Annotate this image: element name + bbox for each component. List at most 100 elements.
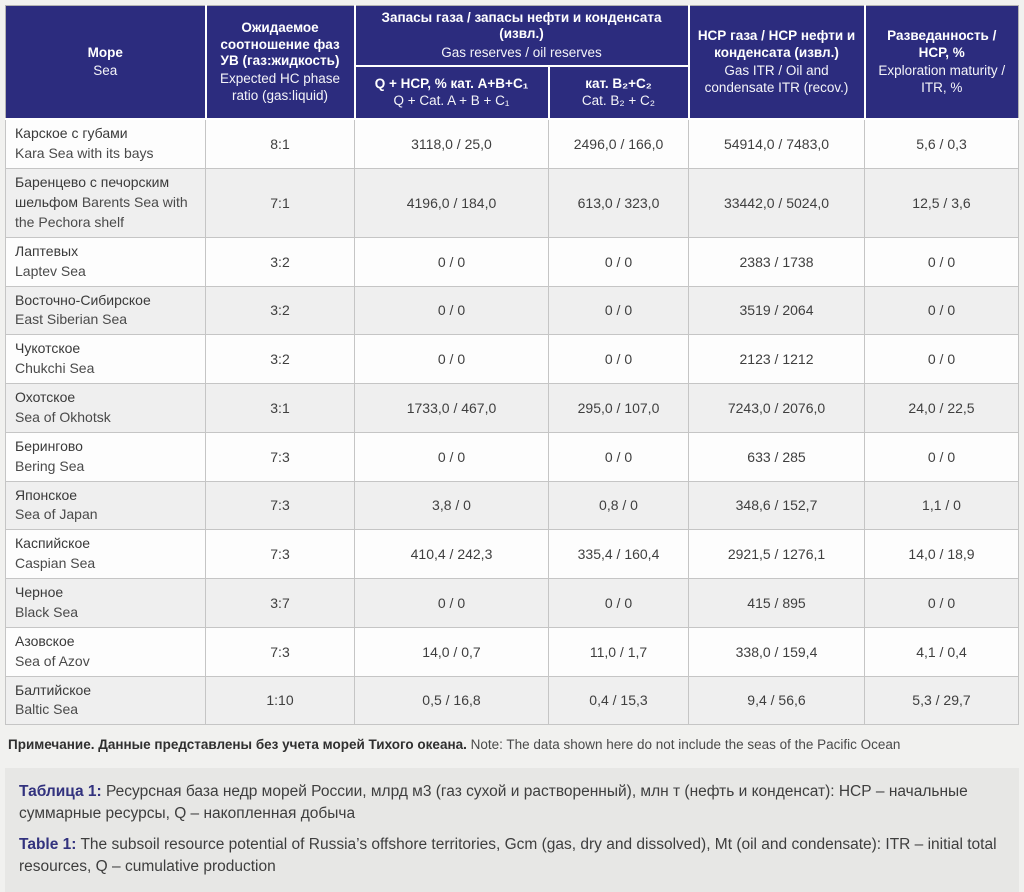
sea-cell: Карское с губами Kara Sea with its bays bbox=[5, 118, 206, 170]
col-header-reserves-group-ru: Запасы газа / запасы нефти и конденсата … bbox=[381, 10, 662, 42]
itr-cell: 2383 / 1738 bbox=[688, 236, 865, 287]
itr-cell: 2921,5 / 1276,1 bbox=[688, 529, 865, 580]
sea-name-ru: Карское с губами bbox=[15, 125, 128, 142]
table-row-barents: Баренцево с печорским шельфом Barents Se… bbox=[5, 168, 1019, 238]
reserves-bc-cell: 0,8 / 0 bbox=[548, 480, 689, 531]
sea-name-ru: Балтийское bbox=[15, 681, 92, 698]
reserves-bc-cell: 0 / 0 bbox=[548, 334, 689, 385]
sea-cell: Черное Black Sea bbox=[5, 578, 206, 628]
ratio-cell: 3:2 bbox=[205, 285, 355, 336]
reserves-abc-cell: 3118,0 / 25,0 bbox=[354, 118, 549, 170]
sea-name-en: Kara Sea with its bays bbox=[15, 145, 154, 162]
itr-cell: 2123 / 1212 bbox=[688, 334, 865, 385]
sea-name-en: Caspian Sea bbox=[15, 555, 96, 572]
reserves-bc-cell: 335,4 / 160,4 bbox=[548, 529, 689, 580]
caption-label-en: Table 1: bbox=[19, 835, 77, 853]
table-row-east-siberian: Восточно-Сибирское East Siberian Sea 3:2… bbox=[5, 285, 1019, 336]
itr-cell: 415 / 895 bbox=[688, 578, 865, 628]
footnote-en: Note: The data shown here do not include… bbox=[470, 737, 901, 753]
reserves-abc-cell: 0 / 0 bbox=[354, 285, 549, 336]
reserves-bc-cell: 0 / 0 bbox=[548, 578, 689, 628]
ratio-cell: 7:3 bbox=[205, 529, 355, 580]
table-row-okhotsk: Охотское Sea of Okhotsk 3:1 1733,0 / 467… bbox=[5, 383, 1019, 433]
ratio-cell: 7:1 bbox=[205, 168, 355, 238]
reserves-bc-cell: 0 / 0 bbox=[548, 236, 689, 287]
sea-name-ru: Каспийское bbox=[15, 535, 91, 552]
maturity-cell: 0 / 0 bbox=[864, 236, 1019, 287]
ratio-cell: 7:3 bbox=[205, 626, 355, 677]
col-header-reserves-abc-ru: Q + НСР, % кат. А+В+С₁ bbox=[374, 75, 529, 91]
ratio-cell: 7:3 bbox=[205, 480, 355, 531]
table-row-japan: Японское Sea of Japan 7:3 3,8 / 0 0,8 / … bbox=[5, 480, 1019, 531]
col-header-reserves-abc: Q + НСР, % кат. А+В+С₁ Q + Cat. A + B + … bbox=[354, 66, 550, 121]
maturity-cell: 5,3 / 29,7 bbox=[864, 675, 1019, 726]
col-header-maturity: Разведанность / НСР, % Exploration matur… bbox=[863, 5, 1019, 121]
ratio-cell: 7:3 bbox=[205, 431, 355, 482]
ratio-cell: 3:1 bbox=[205, 383, 355, 433]
sea-cell: Лаптевых Laptev Sea bbox=[5, 236, 206, 287]
ratio-cell: 1:10 bbox=[205, 675, 355, 726]
col-header-itr-ru: НСР газа / НСР нефти и конденсата (извл.… bbox=[697, 28, 856, 60]
itr-cell: 338,0 / 159,4 bbox=[688, 626, 865, 677]
reserves-abc-cell: 14,0 / 0,7 bbox=[354, 626, 549, 677]
table-row-bering: Берингово Bering Sea 7:3 0 / 0 0 / 0 633… bbox=[5, 431, 1019, 482]
ratio-cell: 8:1 bbox=[205, 118, 355, 170]
reserves-abc-cell: 410,4 / 242,3 bbox=[354, 529, 549, 580]
col-header-itr-en: Gas ITR / Oil and condensate ITR (recov.… bbox=[704, 63, 849, 95]
sea-cell: Азовское Sea of Azov bbox=[5, 626, 206, 677]
table-header: Море Sea Ожидаемое соотношение фаз УВ (г… bbox=[5, 5, 1019, 121]
sea-name-ru: Лаптевых bbox=[15, 242, 79, 259]
table-row-azov: Азовское Sea of Azov 7:3 14,0 / 0,7 11,0… bbox=[5, 626, 1019, 677]
sea-cell: Чукотское Chukchi Sea bbox=[5, 334, 206, 385]
reserves-abc-cell: 0,5 / 16,8 bbox=[354, 675, 549, 726]
sea-cell: Балтийское Baltic Sea bbox=[5, 675, 206, 726]
sea-name-en: Sea of Okhotsk bbox=[15, 408, 111, 425]
reserves-abc-cell: 4196,0 / 184,0 bbox=[354, 168, 549, 238]
col-header-maturity-ru: Разведанность / НСР, % bbox=[887, 28, 997, 60]
caption-english: Table 1: The subsoil resource potential … bbox=[19, 834, 1005, 878]
sea-name-en: Bering Sea bbox=[15, 457, 85, 474]
sea-name-en: Barents Sea with the Pechora shelf bbox=[15, 194, 188, 230]
maturity-cell: 0 / 0 bbox=[864, 334, 1019, 385]
table-footnote: Примечание. Данные представлены без учет… bbox=[8, 736, 1017, 754]
resource-table: Море Sea Ожидаемое соотношение фаз УВ (г… bbox=[5, 5, 1019, 726]
reserves-abc-cell: 3,8 / 0 bbox=[354, 480, 549, 531]
sea-name-en: East Siberian Sea bbox=[15, 311, 128, 328]
col-header-sea: Море Sea bbox=[5, 5, 207, 121]
reserves-bc-cell: 0 / 0 bbox=[548, 285, 689, 336]
maturity-cell: 0 / 0 bbox=[864, 578, 1019, 628]
col-header-reserves-abc-en: Q + Cat. A + B + C₁ bbox=[393, 93, 510, 109]
maturity-cell: 12,5 / 3,6 bbox=[864, 168, 1019, 238]
itr-cell: 33442,0 / 5024,0 bbox=[688, 168, 865, 238]
ratio-cell: 3:2 bbox=[205, 236, 355, 287]
table-body: Карское с губами Kara Sea with its bays … bbox=[5, 118, 1019, 726]
sea-cell: Японское Sea of Japan bbox=[5, 480, 206, 531]
caption-text-ru: Ресурсная база недр морей России, млрд м… bbox=[19, 782, 968, 822]
col-header-reserves-bc: кат. В₂+С₂ Cat. B₂ + C₂ bbox=[547, 66, 690, 121]
itr-cell: 7243,0 / 2076,0 bbox=[688, 383, 865, 433]
reserves-abc-cell: 0 / 0 bbox=[354, 431, 549, 482]
itr-cell: 54914,0 / 7483,0 bbox=[688, 118, 865, 170]
table-caption: Таблица 1: Ресурсная база недр морей Рос… bbox=[5, 767, 1019, 892]
col-header-sea-en: Sea bbox=[93, 63, 118, 79]
col-header-itr: НСР газа / НСР нефти и конденсата (извл.… bbox=[687, 5, 866, 121]
maturity-cell: 1,1 / 0 bbox=[864, 480, 1019, 531]
footnote-ru: Примечание. Данные представлены без учет… bbox=[8, 737, 467, 753]
table-row-kara: Карское с губами Kara Sea with its bays … bbox=[5, 118, 1019, 170]
reserves-abc-cell: 0 / 0 bbox=[354, 334, 549, 385]
sea-name-ru: Японское bbox=[15, 486, 78, 503]
col-header-sea-ru: Море bbox=[87, 44, 123, 60]
sea-name-en: Black Sea bbox=[15, 603, 79, 620]
table-row-laptev: Лаптевых Laptev Sea 3:2 0 / 0 0 / 0 2383… bbox=[5, 236, 1019, 287]
itr-cell: 3519 / 2064 bbox=[688, 285, 865, 336]
sea-name-en: Baltic Sea bbox=[15, 701, 79, 718]
itr-cell: 9,4 / 56,6 bbox=[688, 675, 865, 726]
reserves-bc-cell: 11,0 / 1,7 bbox=[548, 626, 689, 677]
sea-name-en: Laptev Sea bbox=[15, 262, 86, 279]
sea-cell: Каспийское Caspian Sea bbox=[5, 529, 206, 580]
sea-cell: Охотское Sea of Okhotsk bbox=[5, 383, 206, 433]
reserves-bc-cell: 2496,0 / 166,0 bbox=[548, 118, 689, 170]
maturity-cell: 0 / 0 bbox=[864, 285, 1019, 336]
caption-label-ru: Таблица 1: bbox=[19, 782, 102, 800]
